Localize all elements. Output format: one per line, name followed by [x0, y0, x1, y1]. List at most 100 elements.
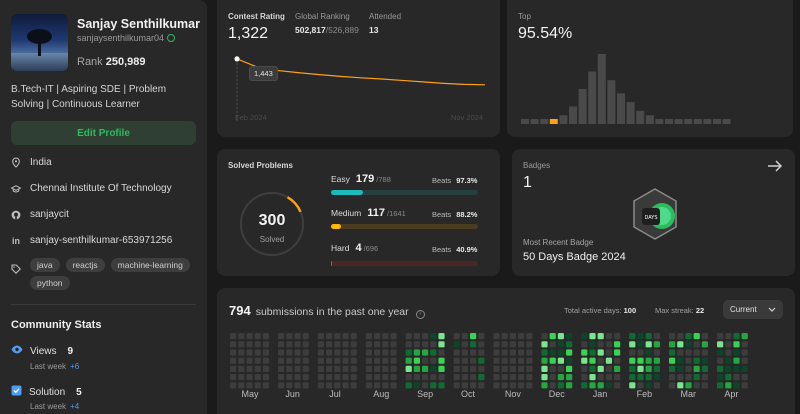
heatmap-cell[interactable] [405, 365, 412, 372]
heatmap-cell[interactable] [557, 374, 564, 381]
heatmap-cell[interactable] [317, 374, 324, 381]
heatmap-cell[interactable] [725, 374, 732, 381]
heatmap-cell[interactable] [701, 357, 708, 364]
heatmap-cell[interactable] [262, 341, 269, 348]
heatmap-cell[interactable] [669, 365, 676, 372]
heatmap-cell[interactable] [262, 357, 269, 364]
heatmap-cell[interactable] [350, 341, 357, 348]
heatmap-cell[interactable] [470, 341, 477, 348]
heatmap-cell[interactable] [549, 333, 556, 340]
heatmap-cell[interactable] [741, 333, 748, 340]
heatmap-cell[interactable] [693, 341, 700, 348]
heatmap-cell[interactable] [614, 333, 621, 340]
heatmap-cell[interactable] [230, 333, 237, 340]
heatmap-cell[interactable] [238, 382, 245, 389]
heatmap-cell[interactable] [453, 365, 460, 372]
heatmap-cell[interactable] [685, 382, 692, 389]
heatmap-cell[interactable] [733, 357, 740, 364]
heatmap-cell[interactable] [286, 333, 293, 340]
heatmap-cell[interactable] [461, 349, 468, 356]
heatmap-cell[interactable] [549, 365, 556, 372]
heatmap-cell[interactable] [342, 349, 349, 356]
heatmap-cell[interactable] [541, 382, 548, 389]
heatmap-cell[interactable] [254, 382, 261, 389]
heatmap-cell[interactable] [541, 357, 548, 364]
heatmap-cell[interactable] [733, 382, 740, 389]
heatmap-cell[interactable] [653, 382, 660, 389]
heatmap-cell[interactable] [581, 349, 588, 356]
heatmap-cell[interactable] [605, 349, 612, 356]
heatmap-cell[interactable] [230, 357, 237, 364]
heatmap-cell[interactable] [382, 349, 389, 356]
heatmap-cell[interactable] [541, 374, 548, 381]
heatmap-cell[interactable] [326, 349, 333, 356]
heatmap-cell[interactable] [677, 333, 684, 340]
heatmap-cell[interactable] [350, 382, 357, 389]
heatmap-cell[interactable] [549, 357, 556, 364]
heatmap-cell[interactable] [326, 333, 333, 340]
heatmap-cell[interactable] [350, 357, 357, 364]
heatmap-cell[interactable] [430, 341, 437, 348]
heatmap-cell[interactable] [629, 341, 636, 348]
heatmap-cell[interactable] [294, 365, 301, 372]
heatmap-cell[interactable] [614, 374, 621, 381]
heatmap-cell[interactable] [493, 341, 500, 348]
heatmap-cell[interactable] [365, 365, 372, 372]
heatmap-cell[interactable] [246, 341, 253, 348]
heatmap-cell[interactable] [238, 341, 245, 348]
heatmap-cell[interactable] [374, 365, 381, 372]
heatmap-cell[interactable] [653, 357, 660, 364]
heatmap-cell[interactable] [334, 349, 341, 356]
heatmap-cell[interactable] [350, 374, 357, 381]
heatmap-cell[interactable] [597, 357, 604, 364]
heatmap-cell[interactable] [653, 333, 660, 340]
50-days-badge-icon[interactable]: DAYS [630, 187, 680, 241]
heatmap-cell[interactable] [629, 365, 636, 372]
heatmap-cell[interactable] [294, 357, 301, 364]
heatmap-cell[interactable] [390, 374, 397, 381]
heatmap-cell[interactable] [246, 382, 253, 389]
heatmap-cell[interactable] [405, 357, 412, 364]
heatmap-cell[interactable] [390, 333, 397, 340]
heatmap-cell[interactable] [509, 382, 516, 389]
heatmap-cell[interactable] [390, 382, 397, 389]
heatmap-cell[interactable] [326, 382, 333, 389]
heatmap-cell[interactable] [262, 349, 269, 356]
heatmap-cell[interactable] [390, 365, 397, 372]
heatmap-cell[interactable] [741, 374, 748, 381]
heatmap-cell[interactable] [645, 374, 652, 381]
heatmap-cell[interactable] [669, 374, 676, 381]
heatmap-cell[interactable] [254, 341, 261, 348]
heatmap-cell[interactable] [302, 341, 309, 348]
heatmap-cell[interactable] [365, 374, 372, 381]
heatmap-cell[interactable] [326, 357, 333, 364]
heatmap-cell[interactable] [254, 357, 261, 364]
heatmap-cell[interactable] [581, 365, 588, 372]
heatmap-cell[interactable] [405, 374, 412, 381]
heatmap-cell[interactable] [286, 374, 293, 381]
heatmap-cell[interactable] [518, 357, 525, 364]
heatmap-cell[interactable] [430, 349, 437, 356]
heatmap-cell[interactable] [254, 349, 261, 356]
heatmap-cell[interactable] [501, 357, 508, 364]
heatmap-cell[interactable] [518, 382, 525, 389]
heatmap-cell[interactable] [334, 382, 341, 389]
heatmap-cell[interactable] [685, 341, 692, 348]
heatmap-cell[interactable] [294, 349, 301, 356]
heatmap-cell[interactable] [541, 365, 548, 372]
skill-tag[interactable]: machine-learning [110, 258, 190, 272]
heatmap-cell[interactable] [717, 341, 724, 348]
heatmap-cell[interactable] [677, 349, 684, 356]
heatmap-cell[interactable] [302, 382, 309, 389]
heatmap-cell[interactable] [629, 357, 636, 364]
heatmap-cell[interactable] [390, 341, 397, 348]
heatmap-cell[interactable] [605, 374, 612, 381]
heatmap-cell[interactable] [557, 382, 564, 389]
heatmap-cell[interactable] [413, 357, 420, 364]
heatmap-cell[interactable] [334, 357, 341, 364]
heatmap-cell[interactable] [693, 349, 700, 356]
heatmap-cell[interactable] [653, 365, 660, 372]
heatmap-cell[interactable] [382, 374, 389, 381]
heatmap-cell[interactable] [589, 341, 596, 348]
heatmap-cell[interactable] [614, 357, 621, 364]
